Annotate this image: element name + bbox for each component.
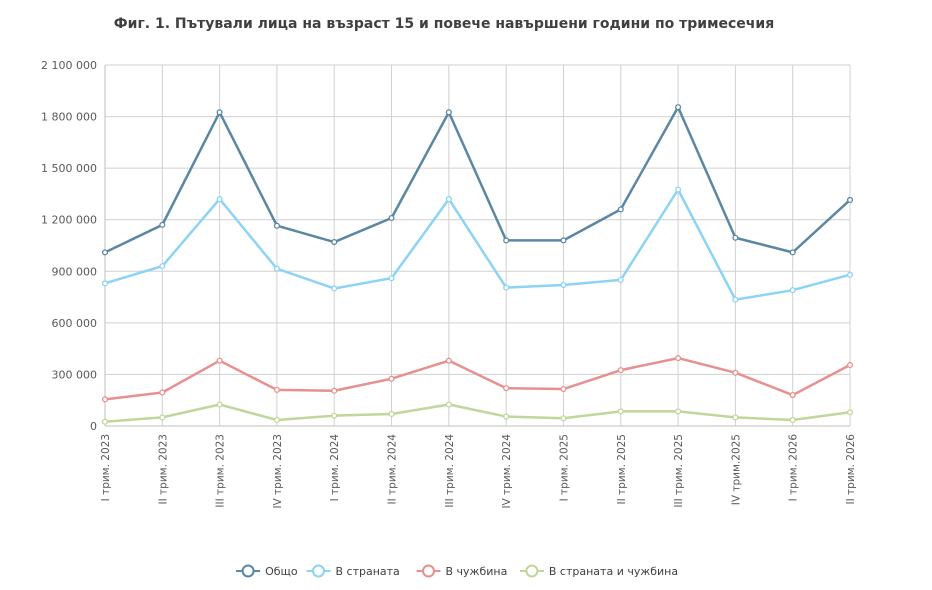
x-tick-label: I трим. 2025: [558, 434, 570, 501]
data-point: [445, 109, 452, 116]
data-point: [732, 296, 739, 303]
x-tick-label: IV трим.2025: [730, 434, 742, 505]
data-point: [675, 104, 682, 111]
data-point: [159, 389, 166, 396]
y-tick-label: 900 000: [52, 265, 98, 278]
legend-label: В чужбина: [446, 565, 508, 578]
data-point: [846, 409, 854, 416]
data-point: [846, 271, 854, 278]
data-point: [503, 284, 510, 291]
data-point: [216, 401, 223, 408]
data-point: [216, 196, 223, 203]
data-point: [273, 416, 280, 424]
data-point: [789, 416, 796, 424]
x-tick-label: IV трим. 2023: [272, 434, 284, 509]
legend-marker: [241, 564, 255, 578]
data-point: [388, 214, 395, 222]
data-point: [675, 408, 682, 415]
data-point: [675, 186, 682, 193]
data-point: [617, 206, 624, 213]
data-point: [388, 410, 395, 418]
data-point: [560, 385, 567, 393]
y-axis: 0 300 000 600 000 900 000 1 200 000 1 500 000…: [41, 59, 106, 433]
series-line: [104, 188, 851, 301]
data-point: [159, 263, 166, 270]
data-point: [159, 414, 166, 421]
x-tick-label: II трим. 2024: [387, 434, 399, 505]
data-point: [560, 415, 567, 422]
legend: Общо В страната В чужбина В страната и чужб…: [236, 564, 678, 578]
data-point: [445, 196, 452, 203]
data-point: [101, 249, 109, 256]
data-point: [789, 287, 796, 294]
data-point: [331, 239, 338, 246]
data-point: [331, 387, 338, 394]
x-tick-label: IV трим. 2024: [501, 434, 513, 509]
y-tick-label: 1 500 000: [41, 162, 97, 175]
x-axis: I трим. 2023 II трим. 2023 III трим. 2023 I…: [100, 425, 857, 509]
data-point: [101, 396, 109, 403]
data-point: [159, 221, 166, 228]
data-point: [273, 222, 280, 229]
data-point: [732, 369, 739, 376]
data-point: [331, 285, 338, 292]
y-tick-label: 600 000: [52, 317, 98, 330]
data-point: [101, 280, 109, 287]
x-tick-label: III трим. 2025: [673, 434, 685, 508]
data-point: [560, 281, 567, 289]
legend-label: В страната и чужбина: [549, 565, 678, 578]
data-point: [273, 386, 280, 393]
x-tick-label: I трим. 2024: [329, 434, 341, 502]
data-point: [789, 249, 796, 256]
legend-label: В страната: [336, 565, 400, 578]
y-tick-label: 1 200 000: [41, 214, 97, 227]
series-line: [104, 105, 851, 254]
data-point: [617, 276, 624, 283]
data-point: [101, 418, 109, 425]
data-point: [445, 357, 452, 364]
data-point: [560, 237, 567, 244]
x-tick-label: III трим. 2023: [215, 434, 227, 508]
data-point: [789, 392, 796, 399]
x-tick-label: II трим. 2025: [616, 434, 628, 504]
data-point: [732, 414, 739, 421]
y-tick-label: 2 100 000: [41, 59, 97, 72]
data-point: [675, 355, 682, 362]
data-point: [331, 412, 338, 419]
x-tick-label: I трим. 2023: [100, 434, 112, 501]
y-tick-label: 300 000: [52, 368, 98, 381]
legend-marker: [525, 564, 539, 578]
data-point: [388, 375, 395, 382]
x-tick-label: II трим. 2026: [845, 434, 857, 505]
y-tick-label: 0: [90, 420, 97, 433]
legend-marker: [422, 564, 435, 578]
data-point: [503, 237, 510, 244]
data-point: [503, 413, 510, 420]
series-line: [104, 403, 851, 423]
legend-label: Общо: [265, 565, 298, 578]
x-tick-label: II трим. 2023: [157, 434, 169, 504]
chart-title: Фиг. 1. Пътували лица на възраст 15 и по…: [114, 16, 774, 32]
data-point: [388, 275, 395, 282]
data-point: [503, 385, 510, 392]
data-point: [617, 408, 624, 415]
legend-marker: [312, 564, 325, 578]
data-point: [273, 265, 280, 272]
x-tick-label: III трим. 2024: [444, 434, 456, 508]
y-tick-label: 1 800 000: [41, 111, 97, 124]
data-point: [445, 401, 452, 408]
data-point: [216, 109, 223, 116]
x-tick-label: I трим. 2026: [788, 434, 800, 502]
data-point: [216, 357, 223, 364]
data-point: [846, 196, 854, 203]
series-line: [104, 356, 851, 401]
series-group: [101, 104, 854, 425]
data-point: [732, 234, 739, 241]
data-point: [617, 367, 624, 374]
data-point: [846, 361, 854, 369]
